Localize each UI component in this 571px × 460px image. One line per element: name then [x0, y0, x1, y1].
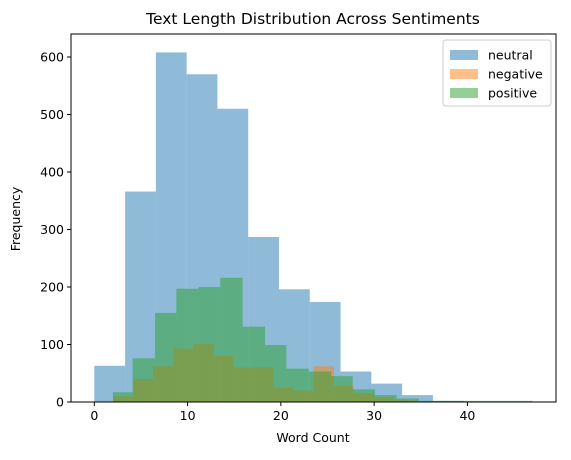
bar-positive-4 — [198, 287, 221, 402]
y-tick-label-500: 500 — [40, 107, 64, 122]
x-tick-label-10: 10 — [180, 408, 196, 423]
legend-swatch-positive — [450, 88, 478, 98]
bar-positive-8 — [286, 368, 309, 402]
y-axis-label: Frequency — [8, 186, 23, 251]
bar-positive-3 — [176, 288, 199, 402]
bar-positive-7 — [265, 345, 287, 402]
bar-positive-0 — [112, 392, 133, 402]
legend-label-negative: negative — [488, 67, 543, 82]
x-tick-label-40: 40 — [459, 408, 475, 423]
y-tick-label-100: 100 — [40, 337, 64, 352]
bar-positive-11 — [352, 389, 376, 402]
legend-label-positive: positive — [488, 86, 537, 101]
bar-positive-12 — [375, 395, 397, 402]
chart-title: Text Length Distribution Across Sentimen… — [145, 10, 480, 28]
bar-positive-9 — [308, 371, 332, 402]
bar-positive-14 — [418, 400, 533, 402]
bars-layer — [94, 52, 556, 403]
y-tick-label-0: 0 — [56, 395, 64, 410]
y-tick-label-400: 400 — [40, 165, 64, 180]
legend: neutral negative positive — [442, 39, 552, 107]
x-tick-label-0: 0 — [90, 408, 98, 423]
plot-frame — [70, 33, 557, 403]
bar-positive-6 — [242, 326, 265, 402]
y-tick-label-300: 300 — [40, 222, 64, 237]
bar-positive-1 — [132, 358, 155, 402]
bar-positive-10 — [331, 376, 353, 402]
legend-swatch-neutral — [450, 50, 478, 60]
x-tick-label-30: 30 — [366, 408, 382, 423]
x-axis-label: Word Count — [276, 430, 349, 445]
x-tick-label-20: 20 — [273, 408, 289, 423]
bar-positive-13 — [396, 398, 419, 402]
y-tick-label-200: 200 — [40, 280, 64, 295]
bar-positive-2 — [154, 312, 177, 402]
legend-label-neutral: neutral — [488, 48, 533, 63]
bar-positive-5 — [220, 277, 243, 402]
legend-swatch-negative — [450, 69, 478, 79]
y-tick-label-600: 600 — [40, 50, 64, 65]
